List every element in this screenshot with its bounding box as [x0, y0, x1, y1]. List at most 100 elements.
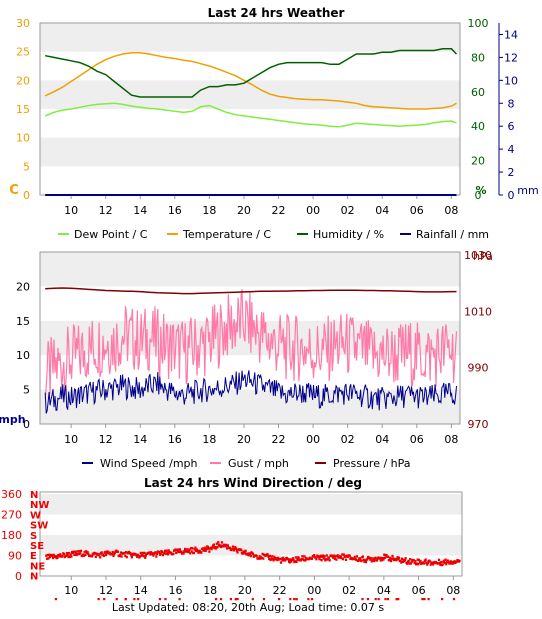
- y3-tick-label: 2: [508, 166, 515, 179]
- wind-dir-point: [204, 549, 207, 552]
- wind-dir-point: [429, 560, 432, 563]
- chart2-plot-frame: [39, 251, 461, 425]
- dew-point-line: [44, 102, 457, 128]
- wind-dir-point: [399, 559, 402, 562]
- wind-dir-point: [328, 559, 331, 562]
- wind-dir-point: [139, 551, 142, 555]
- wind-dir-point: [446, 559, 449, 562]
- wind-dir-point: [450, 562, 453, 565]
- wind-dir-point: [251, 552, 255, 556]
- wind-dir-point: [406, 562, 409, 565]
- wind-dir-point: [52, 553, 55, 557]
- wind-dir-point: [144, 554, 147, 557]
- wind-dir-point: [144, 556, 147, 559]
- y2-tick-label: 1010: [464, 305, 492, 318]
- wind-dir-point: [366, 598, 370, 601]
- wind-dir-point: [195, 548, 198, 551]
- wind-dir-point: [421, 598, 424, 601]
- grid-band: [40, 535, 462, 556]
- wind-dir-point: [289, 598, 292, 601]
- wind-dir-point: [155, 552, 159, 556]
- x-tick-label: 02: [342, 584, 356, 597]
- wind-dir-point: [113, 551, 116, 554]
- wind-dir-point: [277, 556, 280, 560]
- wind-dir-point: [224, 545, 227, 548]
- compass-label: W: [30, 510, 41, 521]
- wind-dir-point: [222, 545, 225, 548]
- wind-dir-point: [391, 554, 394, 558]
- x-tick-label: 14: [134, 584, 148, 597]
- wind-dir-point: [234, 546, 237, 549]
- wind-dir-point: [175, 551, 178, 555]
- y2-tick-label: 100: [468, 17, 489, 30]
- wind-dir-point: [150, 551, 153, 554]
- wind-dir-point: [79, 552, 82, 555]
- wind-dir-point: [226, 547, 229, 550]
- y2-tick-label: 20: [471, 155, 485, 168]
- x-tick-label: 20: [237, 204, 251, 217]
- wind-dir-point: [291, 557, 294, 560]
- wind-dir-point: [386, 555, 390, 558]
- wind-dir-point: [360, 559, 363, 563]
- wind-dir-point: [258, 555, 261, 558]
- x-tick-label: 12: [99, 433, 113, 446]
- wind-dir-point: [322, 557, 325, 560]
- wind-dir-point: [318, 557, 321, 561]
- wind-dir-point: [268, 554, 271, 558]
- wind-dir-point: [98, 553, 101, 556]
- wind-dir-point: [288, 561, 291, 564]
- wind-dir-point: [440, 560, 443, 564]
- wind-dir-point: [333, 554, 336, 557]
- wind-dir-point: [455, 560, 458, 563]
- wind-speed-line: [44, 370, 457, 414]
- wind-dir-point: [231, 548, 234, 551]
- wind-dir-point: [111, 550, 114, 554]
- wind-dir-point: [233, 547, 236, 550]
- wind-dir-point: [385, 554, 388, 557]
- wind-dir-point: [215, 598, 218, 601]
- wind-dir-point: [143, 551, 146, 555]
- y2-tick-label: 0: [475, 189, 482, 202]
- x-tick-label: 16: [168, 584, 182, 597]
- wind-dir-point: [229, 546, 232, 550]
- wind-dir-point: [164, 552, 167, 555]
- wind-dir-point: [219, 544, 222, 547]
- y3-axis-label: mm: [517, 184, 538, 197]
- wind-dir-point: [407, 559, 410, 563]
- wind-dir-point: [278, 598, 281, 601]
- wind-dir-point: [300, 557, 303, 561]
- wind-dir-point: [344, 555, 347, 558]
- x-tick-label: 06: [410, 204, 424, 217]
- wind-dir-point: [311, 598, 314, 601]
- wind-dir-point: [342, 553, 345, 556]
- wind-dir-point: [119, 554, 122, 557]
- wind-dir-point: [208, 550, 211, 553]
- wind-dir-point: [321, 555, 324, 559]
- chart3-plot-frame: [39, 491, 463, 577]
- wind-dir-point: [417, 558, 421, 562]
- y-tick-label: 5: [23, 160, 30, 173]
- wind-dir-point: [201, 547, 204, 550]
- wind-dir-point: [236, 551, 239, 554]
- wind-dir-point: [74, 550, 77, 553]
- wind-dir-point: [191, 547, 194, 550]
- wind-dir-point: [441, 563, 444, 566]
- wind-dir-point: [190, 550, 193, 553]
- y2-axis-label: hPa: [473, 250, 493, 263]
- wind-dir-point: [72, 550, 75, 553]
- humidity-line: [45, 48, 458, 98]
- wind-dir-point: [214, 545, 217, 549]
- x-tick-label: 02: [341, 204, 355, 217]
- legend-label: Dew Point / C: [74, 228, 148, 241]
- wind-dir-point: [390, 557, 393, 561]
- wind-dir-point: [187, 550, 190, 553]
- x-tick-label: 20: [237, 433, 251, 446]
- wind-dir-point: [152, 554, 155, 557]
- wind-dir-point: [400, 561, 403, 564]
- wind-dir-point: [260, 557, 263, 560]
- grid-band: [40, 137, 460, 167]
- wind-dir-point: [302, 559, 305, 562]
- wind-dir-point: [97, 598, 100, 601]
- wind-dir-point: [51, 556, 55, 560]
